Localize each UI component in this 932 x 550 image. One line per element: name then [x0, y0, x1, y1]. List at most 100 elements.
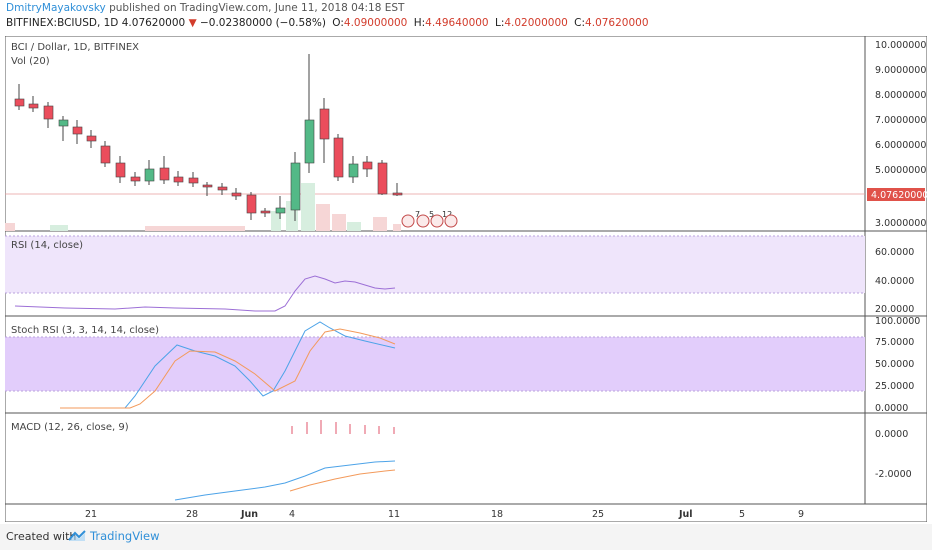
time-tick: 4	[289, 509, 295, 520]
candle-body	[260, 210, 271, 214]
event-flag-icon[interactable]	[416, 214, 430, 228]
event-flag-icon[interactable]	[444, 214, 458, 228]
event-markers[interactable]: 7 5 12	[401, 210, 458, 228]
candle-body	[348, 163, 359, 178]
price-tick: 6.00000000	[875, 140, 927, 151]
candle-body	[115, 162, 126, 178]
volume-bar	[316, 204, 330, 231]
macd-axis[interactable]: 0.0000 -2.0000	[875, 429, 912, 480]
price-tick: 9.00000000	[875, 65, 927, 76]
macd-histogram	[291, 420, 395, 434]
candle-body	[72, 126, 83, 135]
time-tick: 9	[798, 509, 804, 520]
chart-canvas[interactable]: 7 5 12 BCI / Dollar, 1D, BITFINEX Vol (2…	[4, 35, 932, 523]
candle-body	[43, 105, 54, 120]
stoch-k-line	[60, 321, 396, 409]
header: DmitryMayakovsky published on TradingVie…	[0, 0, 932, 32]
change-value: −0.02380000 (−0.58%)	[199, 17, 326, 29]
candle-body	[173, 176, 184, 183]
stoch-tick: 50.0000	[875, 359, 914, 370]
rsi-tick: 40.0000	[875, 276, 914, 287]
event-count: 5	[429, 210, 434, 219]
rsi-line	[14, 275, 396, 312]
event-flag-icon[interactable]	[401, 214, 415, 228]
stoch-tick: 75.0000	[875, 337, 914, 348]
volume-bar	[301, 183, 315, 231]
high-value: 4.49640000	[425, 17, 489, 29]
down-arrow-icon: ▼	[188, 17, 197, 29]
stoch-tick: 25.0000	[875, 381, 914, 392]
tradingview-brand: TradingView	[90, 529, 160, 543]
time-tick: Jul	[678, 509, 693, 520]
candle-body	[290, 162, 301, 211]
time-tick: 28	[186, 509, 198, 520]
volume-bar	[145, 226, 245, 231]
price-tick: 10.00000000	[875, 40, 927, 51]
candle-body	[28, 103, 39, 109]
time-tick: 18	[491, 509, 503, 520]
chart-area[interactable]: 7 5 12 BCI / Dollar, 1D, BITFINEX Vol (2…	[4, 35, 932, 523]
event-count: 12	[442, 210, 452, 219]
candle-body	[58, 119, 69, 127]
candle-body	[130, 176, 141, 182]
author-link[interactable]: DmitryMayakovsky	[6, 2, 106, 14]
stoch-tick: 0.0000	[875, 403, 908, 414]
rsi-axis[interactable]: 60.0000 40.0000 20.0000	[875, 247, 914, 315]
signal-line	[289, 469, 396, 492]
rsi-tick: 20.0000	[875, 304, 914, 315]
macd-tick: 0.0000	[875, 429, 908, 440]
low-label: L:	[494, 17, 505, 29]
time-tick: 25	[592, 509, 604, 520]
candle-body	[377, 162, 388, 195]
time-axis[interactable]: 21 28 Jun 4 11 18 25 Jul 5 9	[85, 509, 804, 520]
symbol-label: BITFINEX:BCIUSD, 1D	[6, 17, 119, 29]
high-label: H:	[413, 17, 426, 29]
volume-bar	[393, 224, 401, 231]
candle-body	[304, 119, 315, 164]
stoch-tick: 100.0000	[875, 316, 920, 327]
macd-title: MACD (12, 26, close, 9)	[11, 422, 129, 433]
candle-body	[202, 184, 213, 188]
tradingview-logo-icon	[68, 530, 86, 541]
rsi-band	[5, 236, 865, 293]
main-pane-title: BCI / Dollar, 1D, BITFINEX	[11, 42, 139, 53]
time-tick: 5	[739, 509, 745, 520]
candle-body	[14, 98, 25, 107]
volume-bar	[271, 211, 281, 231]
macd-line	[174, 460, 396, 501]
stoch-d-line	[60, 328, 396, 409]
candles	[14, 54, 403, 221]
stoch-axis[interactable]: 100.0000 75.0000 50.0000 25.0000 0.0000	[875, 316, 920, 414]
rsi-title: RSI (14, close)	[11, 240, 83, 251]
time-tick: 11	[388, 509, 400, 520]
candle-body	[392, 192, 403, 196]
last-price: 4.07620000	[121, 17, 186, 29]
stoch-title: Stoch RSI (3, 3, 14, 14, close)	[11, 325, 159, 336]
candle-body	[100, 145, 111, 164]
open-label: O:	[332, 17, 344, 29]
volume-bars	[5, 183, 401, 231]
ohlc-line: BITFINEX:BCIUSD, 1D 4.07620000 ▼ −0.0238…	[6, 17, 649, 29]
price-axis[interactable]: 10.00000000 9.00000000 8.00000000 7.0000…	[875, 40, 932, 229]
event-flag-icon[interactable]	[430, 214, 444, 228]
volume-bar	[373, 217, 387, 231]
created-with-text: Created with	[6, 530, 77, 543]
price-tick: 7.00000000	[875, 115, 927, 126]
last-price-tag	[867, 188, 925, 201]
candle-body	[319, 108, 330, 140]
price-tick: 8.00000000	[875, 90, 927, 101]
time-tick: Jun	[240, 509, 258, 520]
open-value: 4.09000000	[343, 17, 408, 29]
stoch-band	[5, 337, 865, 391]
candle-body	[333, 137, 344, 178]
volume-bar	[5, 223, 15, 231]
candle-body	[188, 177, 199, 184]
close-label: C:	[574, 17, 586, 29]
candle-body	[231, 192, 242, 197]
candle-body	[159, 167, 170, 181]
tradingview-link[interactable]: TradingView	[68, 529, 159, 543]
volume-bar	[332, 214, 346, 231]
candle-body	[246, 194, 257, 214]
footer: Created with TradingView	[0, 524, 932, 550]
rsi-tick: 60.0000	[875, 247, 914, 258]
